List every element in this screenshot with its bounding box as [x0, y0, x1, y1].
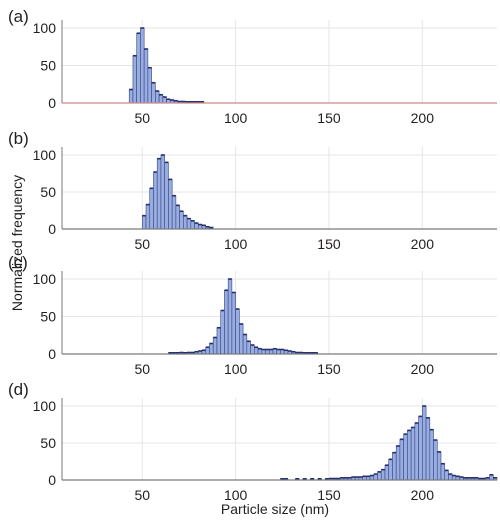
- histogram-bar: [132, 55, 137, 104]
- histogram-bar: [141, 215, 147, 230]
- x-tick-label: 200: [411, 110, 435, 126]
- histogram-bar: [216, 327, 221, 355]
- x-tick-label: 50: [134, 487, 150, 503]
- histogram-bar: [190, 220, 195, 230]
- histogram-bar: [128, 89, 134, 104]
- panel-label: (a): [8, 7, 29, 26]
- histogram-bar: [147, 67, 152, 104]
- histogram-bar: [422, 405, 427, 481]
- x-tick-label: 150: [317, 110, 341, 126]
- histogram-bar: [155, 90, 160, 104]
- y-tick-label: 0: [48, 95, 56, 111]
- histogram-bar: [168, 179, 173, 230]
- histogram-bar: [183, 215, 188, 230]
- histogram-bar: [136, 32, 141, 104]
- panel-label: (d): [8, 380, 29, 399]
- histogram-bar: [377, 471, 382, 481]
- x-tick-label: 100: [224, 487, 248, 503]
- y-tick-label: 100: [33, 398, 57, 414]
- y-tick-label: 100: [33, 147, 57, 163]
- histogram-bar: [410, 427, 416, 481]
- histogram-bar: [392, 452, 397, 481]
- histogram-bar: [158, 94, 164, 104]
- histogram-bar: [175, 205, 180, 230]
- y-tick-label: 0: [48, 221, 56, 237]
- histogram-bar: [227, 278, 233, 355]
- histogram-bar: [164, 162, 169, 230]
- histogram-bar: [373, 473, 378, 481]
- y-axis-title: Normalized frequency: [9, 175, 25, 311]
- histogram-bar: [209, 343, 214, 355]
- histogram-bar: [384, 464, 390, 481]
- histogram-panel-3: (c) 0 50 100 50 100 150 200: [8, 253, 497, 377]
- histogram-bar: [440, 463, 446, 481]
- x-tick-label: 50: [134, 361, 150, 377]
- x-tick-label: 50: [134, 110, 150, 126]
- y-tick-label: 0: [48, 472, 56, 488]
- x-tick-label: 200: [411, 487, 435, 503]
- x-tick-label: 200: [411, 236, 435, 252]
- histogram-bar: [160, 154, 165, 230]
- histogram-bar: [418, 416, 423, 481]
- histogram-bar: [407, 430, 412, 481]
- y-tick-label: 50: [40, 58, 56, 74]
- histogram-bar: [149, 188, 154, 230]
- histogram-bar: [186, 218, 192, 230]
- histogram-bar: [231, 292, 236, 355]
- y-tick-label: 0: [48, 346, 56, 362]
- histogram-bar: [388, 458, 393, 481]
- histogram-bar: [140, 27, 145, 104]
- histogram-bar: [433, 439, 438, 481]
- histogram-bar: [212, 337, 218, 355]
- histogram-bar: [205, 346, 210, 355]
- y-tick-label: 50: [40, 184, 56, 200]
- histogram-bar: [250, 344, 255, 355]
- x-tick-label: 150: [317, 361, 341, 377]
- x-tick-label: 100: [224, 361, 248, 377]
- y-tick-label: 100: [33, 20, 57, 36]
- histogram-bar: [448, 473, 453, 481]
- histogram-bar: [156, 158, 162, 230]
- histogram-bar: [143, 48, 149, 104]
- histogram-bar: [444, 470, 449, 481]
- y-tick-label: 50: [40, 435, 56, 451]
- histogram-panel-2: (b) 0 50 100 50 100 150 200: [8, 129, 497, 252]
- histogram-bar: [162, 96, 167, 104]
- x-tick-label: 50: [134, 236, 150, 252]
- histogram-bar: [395, 445, 401, 481]
- histogram-bar: [235, 308, 240, 355]
- histogram-bar: [171, 195, 177, 230]
- histogram-bar: [242, 334, 248, 355]
- y-tick-label: 50: [40, 309, 56, 325]
- histogram-bar: [151, 82, 156, 104]
- histogram-bar: [224, 289, 229, 355]
- histogram-bar: [220, 310, 225, 355]
- histogram-bar: [380, 469, 386, 481]
- panel-label: (c): [8, 253, 28, 272]
- x-tick-label: 100: [224, 110, 248, 126]
- panel-label: (b): [8, 129, 29, 148]
- histogram-bar: [414, 422, 419, 481]
- x-tick-label: 200: [411, 361, 435, 377]
- histogram-bar: [403, 433, 408, 481]
- histogram-panel-4: (d) 0 50 100 50 100 150 200: [8, 380, 498, 503]
- histogram-bar: [239, 323, 244, 355]
- x-axis-title: Particle size (nm): [221, 501, 329, 517]
- histogram-bar: [436, 451, 442, 481]
- x-tick-label: 150: [317, 236, 341, 252]
- histogram-bar: [194, 222, 199, 230]
- histogram-bar: [425, 417, 431, 481]
- histogram-bar: [246, 340, 251, 355]
- histogram-panel-1: (a) 0 50 100 50 100 150 200: [8, 7, 497, 126]
- x-tick-label: 100: [224, 236, 248, 252]
- histogram-bar: [145, 204, 151, 230]
- histogram-bar: [429, 429, 434, 481]
- y-tick-label: 100: [33, 271, 57, 287]
- histogram-bar: [179, 210, 184, 230]
- x-tick-label: 150: [317, 487, 341, 503]
- histogram-bar: [153, 171, 158, 230]
- histogram-bar: [399, 438, 404, 481]
- histogram-bar: [253, 346, 259, 355]
